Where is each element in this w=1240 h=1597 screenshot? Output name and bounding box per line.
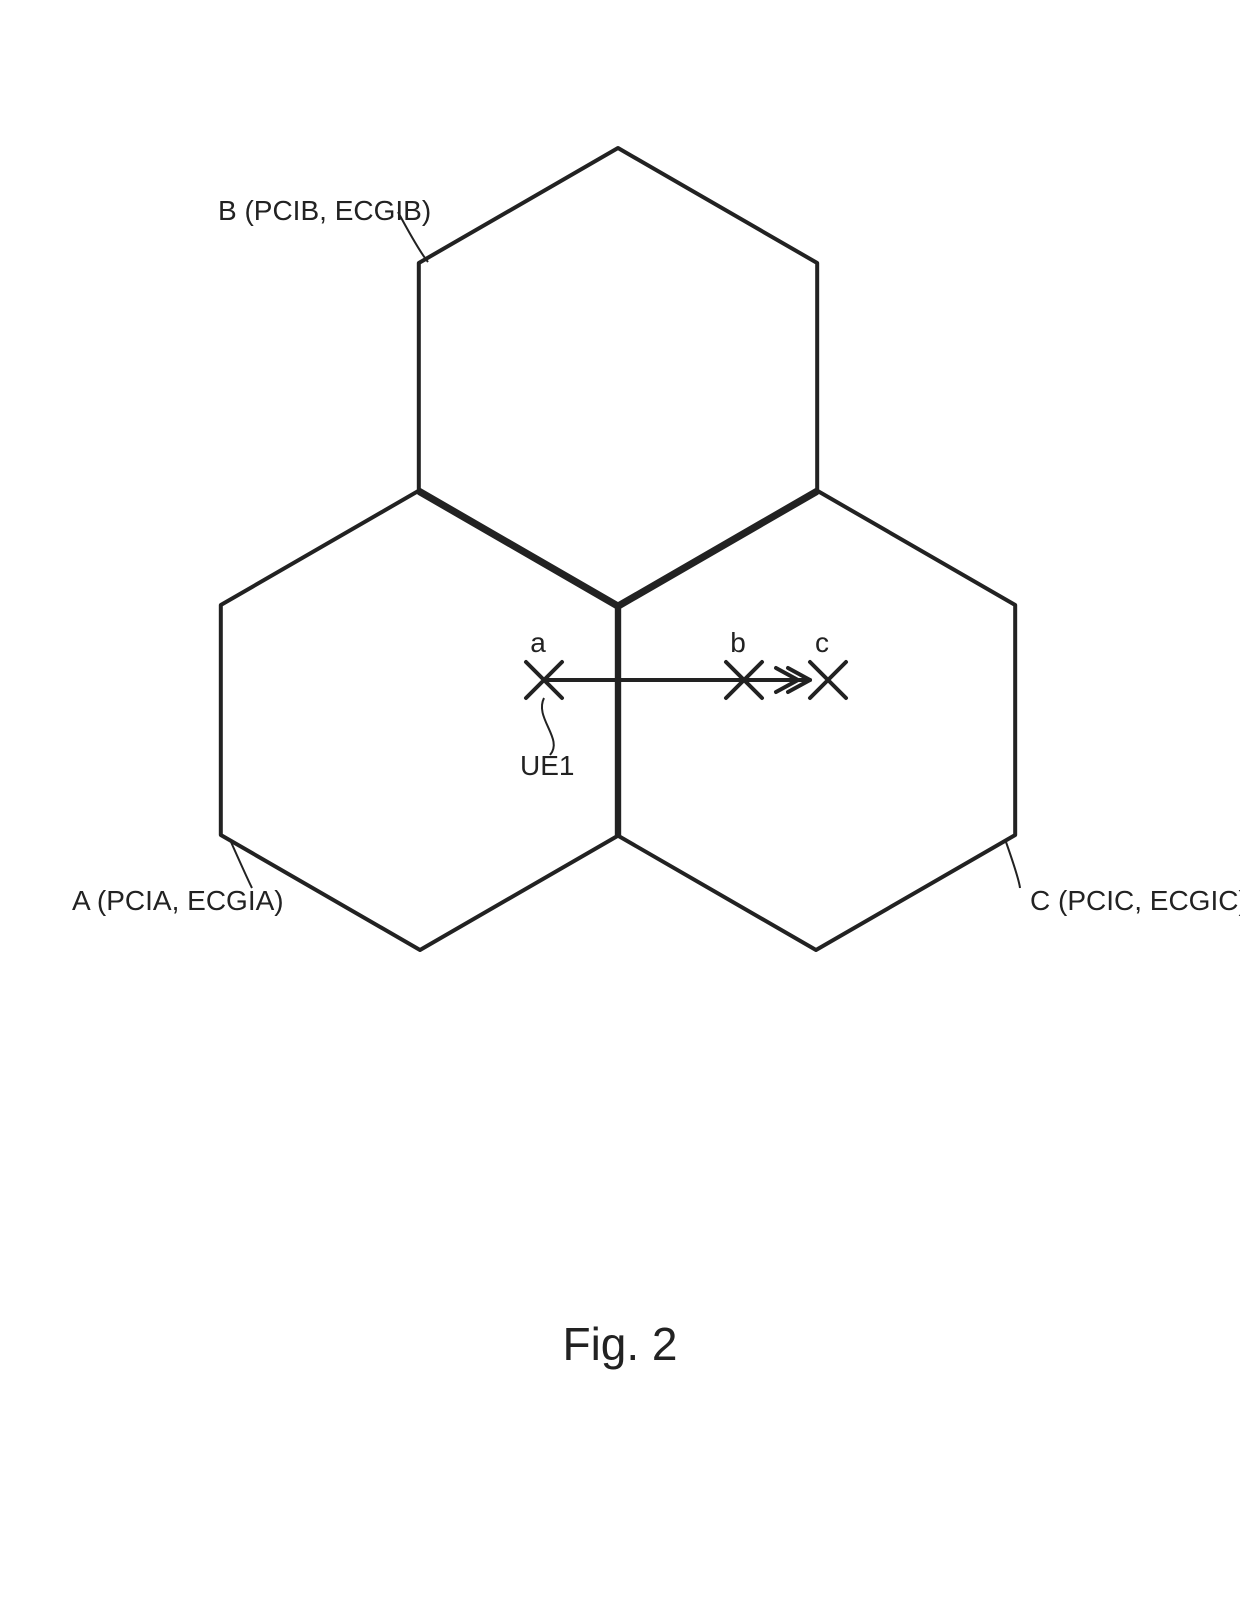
cell-label-A: A (PCIA, ECGIA) [72,885,284,916]
hex-cell-A [221,490,619,950]
leader-UE1 [542,698,554,755]
cell-diagram: A (PCIA, ECGIA) B (PCIB, ECGIB) C (PCIC, E… [0,0,1240,1597]
point-marker-c [810,662,846,698]
cell-label-C: C (PCIC, ECGIC) [1030,885,1240,916]
ue-label: UE1 [520,750,574,781]
ue-path-arrow [544,668,810,692]
point-label-a: a [530,627,546,658]
hex-cell-B [419,148,817,608]
figure-caption: Fig. 2 [562,1318,677,1370]
text-labels: A (PCIA, ECGIA) B (PCIB, ECGIB) C (PCIC, E… [72,195,1240,1370]
hex-cell-C [617,490,1015,950]
leader-C [1006,842,1020,888]
point-label-b: b [730,627,746,658]
hex-cells [221,148,1015,950]
cell-label-B: B (PCIB, ECGIB) [218,195,431,226]
leader-lines [231,212,1020,888]
point-label-c: c [815,627,829,658]
